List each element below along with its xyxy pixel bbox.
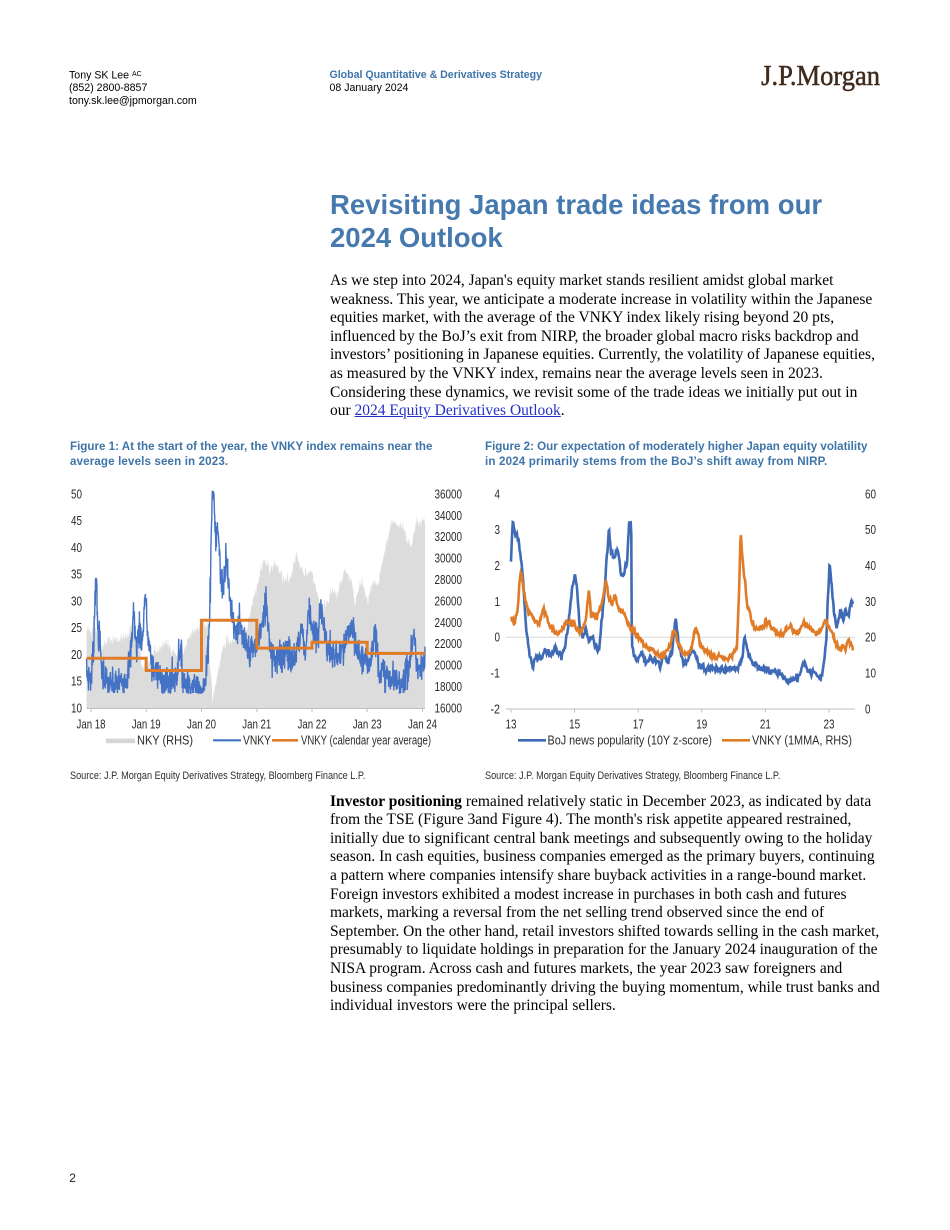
svg-text:VNKY (1MMA, RHS): VNKY (1MMA, RHS) <box>752 733 852 748</box>
svg-text:3: 3 <box>495 522 501 537</box>
svg-text:35: 35 <box>71 567 82 582</box>
svg-text:32000: 32000 <box>435 529 463 544</box>
svg-text:45: 45 <box>71 513 82 528</box>
svg-text:21: 21 <box>760 717 771 732</box>
svg-text:Jan 18: Jan 18 <box>77 716 106 731</box>
svg-text:Jan 22: Jan 22 <box>298 716 327 731</box>
svg-text:30000: 30000 <box>435 551 463 566</box>
svg-text:Jan 23: Jan 23 <box>353 716 382 731</box>
svg-text:17: 17 <box>633 717 644 732</box>
svg-text:34000: 34000 <box>435 508 463 523</box>
svg-text:20000: 20000 <box>435 658 463 673</box>
svg-text:40: 40 <box>865 558 876 573</box>
svg-text:VNKY: VNKY <box>243 733 271 748</box>
svg-text:-2: -2 <box>491 702 501 717</box>
svg-text:0: 0 <box>495 630 501 645</box>
svg-text:36000: 36000 <box>435 487 463 502</box>
svg-text:28000: 28000 <box>435 572 463 587</box>
svg-text:0: 0 <box>865 702 871 717</box>
svg-text:15: 15 <box>569 717 580 732</box>
svg-text:Jan 20: Jan 20 <box>187 716 216 731</box>
svg-text:15: 15 <box>71 674 82 689</box>
svg-text:40: 40 <box>71 540 82 555</box>
svg-text:30: 30 <box>71 594 82 609</box>
svg-text:NKY (RHS): NKY (RHS) <box>137 733 193 748</box>
svg-text:1: 1 <box>495 594 501 609</box>
svg-text:60: 60 <box>865 487 876 502</box>
svg-text:-1: -1 <box>491 666 501 681</box>
svg-text:18000: 18000 <box>435 679 463 694</box>
svg-text:VNKY (calendar year average): VNKY (calendar year average) <box>301 733 431 748</box>
svg-text:BoJ news popularity (10Y z-sco: BoJ news popularity (10Y z-score) <box>548 733 713 748</box>
svg-text:Jan 24: Jan 24 <box>408 716 437 731</box>
svg-text:10: 10 <box>865 666 876 681</box>
svg-text:26000: 26000 <box>435 594 463 609</box>
svg-text:13: 13 <box>506 717 517 732</box>
svg-text:20: 20 <box>71 647 82 662</box>
svg-text:Jan 21: Jan 21 <box>242 716 271 731</box>
svg-text:30: 30 <box>865 594 876 609</box>
svg-text:23: 23 <box>824 717 835 732</box>
svg-text:50: 50 <box>71 487 82 502</box>
svg-text:20: 20 <box>865 630 876 645</box>
svg-text:Jan 19: Jan 19 <box>132 716 161 731</box>
svg-text:25: 25 <box>71 620 82 635</box>
svg-text:22000: 22000 <box>435 636 463 651</box>
svg-text:24000: 24000 <box>435 615 463 630</box>
svg-text:4: 4 <box>495 487 501 502</box>
svg-text:16000: 16000 <box>435 701 463 716</box>
svg-text:10: 10 <box>71 701 82 716</box>
svg-text:2: 2 <box>495 558 501 573</box>
svg-text:19: 19 <box>696 717 707 732</box>
svg-text:50: 50 <box>865 522 876 537</box>
